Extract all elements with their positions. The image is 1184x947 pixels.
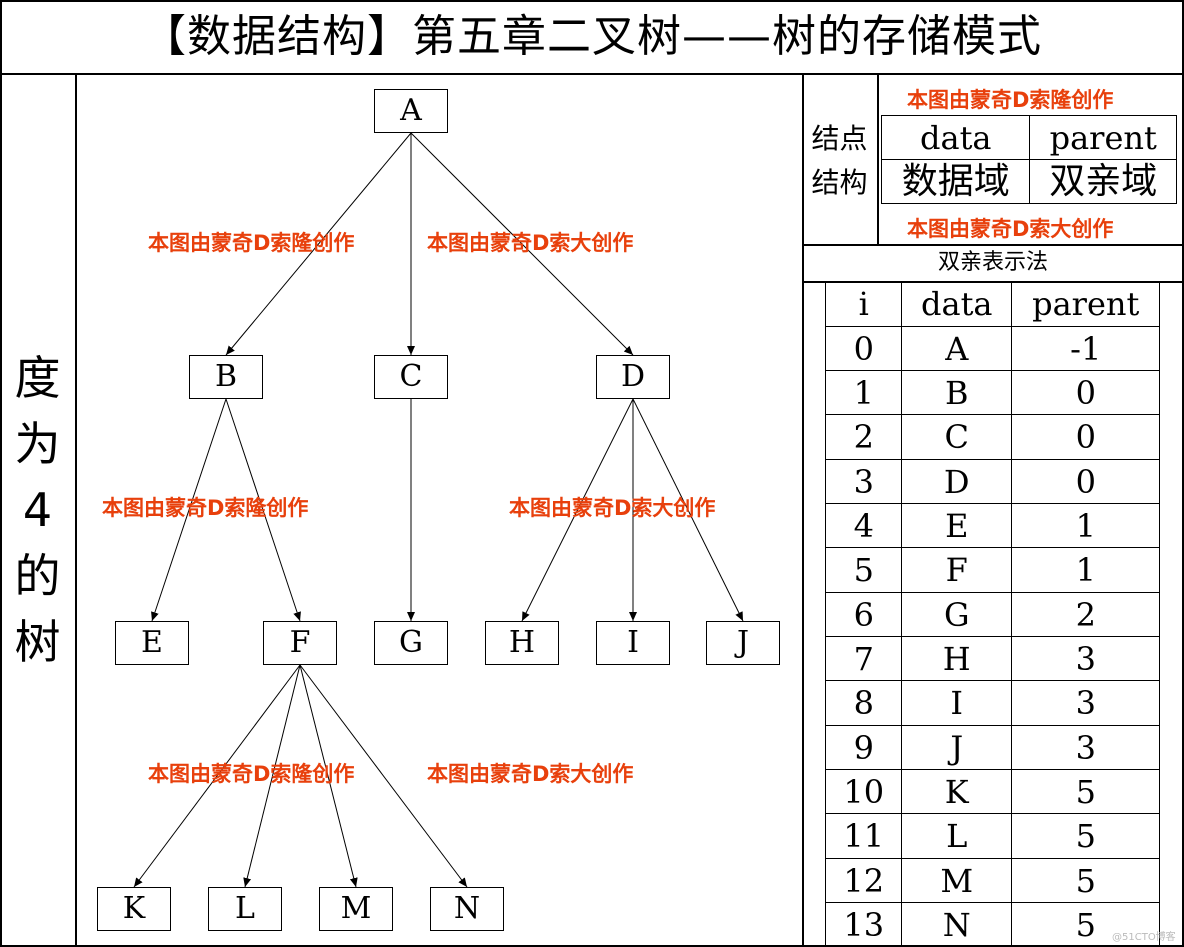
- parent-table-title: 双亲表示法: [937, 250, 1048, 275]
- tree-edge: [225, 132, 412, 356]
- table-cell: 1: [825, 369, 903, 416]
- table-cell: 1: [1011, 503, 1161, 549]
- table-cell: D: [901, 458, 1013, 504]
- desc-data: 数据域: [881, 159, 1031, 205]
- tree-edge: [133, 664, 301, 888]
- tree-node: H: [485, 621, 559, 665]
- watermark: 本图由蒙奇D索大创作: [907, 217, 1114, 241]
- table-cell: 10: [825, 769, 903, 815]
- table-cell: I: [901, 680, 1013, 726]
- side-char: 的: [14, 549, 61, 603]
- tree-node: N: [430, 887, 504, 931]
- table-cell: 9: [825, 724, 903, 771]
- header-parent: parent: [1029, 115, 1178, 161]
- tree-node: F: [263, 621, 337, 665]
- table-cell: 0: [825, 325, 903, 371]
- table-cell: E: [901, 503, 1013, 549]
- tree-node: A: [374, 89, 448, 133]
- table-cell: 11: [825, 813, 903, 859]
- tree-node: B: [189, 355, 263, 399]
- header-data: data: [881, 115, 1031, 161]
- table-cell: N: [901, 902, 1013, 947]
- tree-node: K: [97, 887, 171, 931]
- watermark: 本图由蒙奇D索大创作: [427, 762, 634, 786]
- table-cell: 2: [825, 414, 903, 460]
- label-line: 结点: [811, 122, 868, 155]
- table-cell: 0: [1011, 458, 1161, 504]
- table-cell: 0: [1011, 414, 1161, 460]
- table-cell: B: [901, 369, 1013, 416]
- side-label: 度 为 4 的 树: [0, 73, 75, 947]
- table-cell: K: [901, 769, 1013, 815]
- tree-edge: [299, 664, 468, 888]
- table-cell: 3: [825, 458, 903, 504]
- table-cell: L: [901, 813, 1013, 859]
- side-char: 4: [22, 483, 53, 537]
- table-cell: 5: [1011, 813, 1161, 859]
- tree-edge: [410, 132, 634, 356]
- table-cell: 0: [1011, 369, 1161, 416]
- watermark: 本图由蒙奇D索大创作: [509, 496, 716, 520]
- tree-edge: [243, 664, 301, 888]
- watermark: 本图由蒙奇D索隆创作: [907, 88, 1114, 112]
- table-cell: G: [901, 591, 1013, 638]
- tree-edge: [632, 398, 744, 622]
- side-char: 树: [14, 615, 61, 669]
- page-title: 【数据结构】第五章二叉树——树的存储模式: [142, 11, 1042, 62]
- tree-edge: [299, 664, 358, 888]
- table-cell: 4: [825, 503, 903, 549]
- side-char: 为: [14, 417, 61, 471]
- table-cell: 8: [825, 680, 903, 726]
- table-cell: 12: [825, 857, 903, 904]
- table-header: i: [825, 281, 903, 327]
- watermark: 本图由蒙奇D索大创作: [427, 231, 634, 255]
- tree-node: D: [596, 355, 670, 399]
- watermark: 本图由蒙奇D索隆创作: [148, 762, 355, 786]
- side-char: 度: [14, 351, 61, 405]
- table-cell: H: [901, 636, 1013, 682]
- table-cell: 1: [1011, 547, 1161, 593]
- tree-node: G: [374, 621, 448, 665]
- node-structure-label: 结点 结构: [802, 117, 877, 205]
- table-header: data: [901, 281, 1013, 327]
- tree-node: J: [706, 621, 780, 665]
- footer-watermark: @51CTO博客: [1112, 932, 1176, 943]
- table-cell: 5: [1011, 857, 1161, 904]
- tree-node: C: [374, 355, 448, 399]
- table-header: parent: [1011, 281, 1161, 327]
- table-cell: C: [901, 414, 1013, 460]
- watermark: 本图由蒙奇D索隆创作: [148, 231, 355, 255]
- tree-edge: [151, 398, 227, 622]
- tree-edge: [225, 398, 301, 622]
- table-cell: J: [901, 724, 1013, 771]
- tree-node: I: [596, 621, 670, 665]
- watermark: 本图由蒙奇D索隆创作: [102, 496, 309, 520]
- table-cell: 5: [825, 547, 903, 593]
- table-cell: 2: [1011, 591, 1161, 638]
- table-cell: A: [901, 325, 1013, 371]
- tree-edges: [133, 132, 744, 888]
- tree-edge: [521, 398, 634, 622]
- tree-node: M: [319, 887, 393, 931]
- table-cell: 3: [1011, 636, 1161, 682]
- table-cell: 6: [825, 591, 903, 638]
- table-cell: -1: [1011, 325, 1161, 371]
- desc-parent: 双亲域: [1029, 159, 1178, 205]
- label-line: 结构: [811, 166, 868, 199]
- tree-node: E: [115, 621, 189, 665]
- table-cell: M: [901, 857, 1013, 904]
- table-cell: 3: [1011, 680, 1161, 726]
- table-cell: 7: [825, 636, 903, 682]
- table-cell: 5: [1011, 769, 1161, 815]
- table-cell: 3: [1011, 724, 1161, 771]
- table-cell: 13: [825, 902, 903, 947]
- table-cell: F: [901, 547, 1013, 593]
- tree-node: L: [208, 887, 282, 931]
